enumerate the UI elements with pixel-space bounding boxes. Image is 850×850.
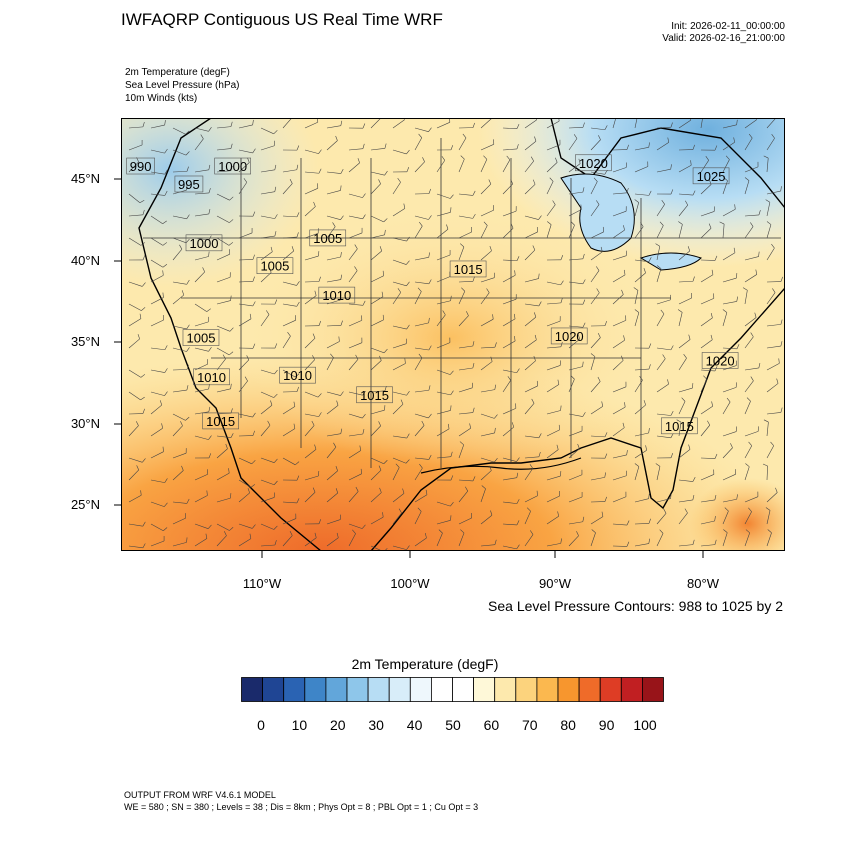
colorbar-tick-label: 10 [291, 717, 308, 733]
svg-text:1000: 1000 [190, 236, 219, 251]
pressure-label: 1005 [256, 257, 294, 274]
svg-text:990: 990 [130, 159, 152, 174]
svg-text:1005: 1005 [313, 231, 342, 246]
colorbar-tick-label: 20 [330, 717, 346, 733]
svg-text:1010: 1010 [283, 368, 312, 383]
lat-tick-45n: 45°N [70, 171, 100, 186]
pressure-label: 1000 [185, 234, 223, 252]
svg-text:1020: 1020 [579, 156, 608, 171]
pressure-label: 1020 [701, 352, 739, 369]
state-borders [143, 138, 781, 468]
lat-tick-25n: 25°N [70, 497, 100, 512]
svg-text:1015: 1015 [454, 262, 483, 277]
svg-text:1015: 1015 [665, 419, 694, 434]
colorbar-swatch [409, 677, 432, 702]
colorbar-swatch [346, 677, 369, 702]
colorbar-swatch [241, 677, 264, 702]
colorbar-swatch [536, 677, 559, 702]
colorbar-title: 2m Temperature (degF) [351, 656, 499, 672]
chart-title: IWFAQRP Contiguous US Real Time WRF [121, 10, 443, 29]
colorbar-swatch [620, 677, 643, 702]
lon-tick-100w: 100°W [390, 576, 430, 591]
svg-text:1015: 1015 [360, 388, 389, 403]
colorbar-tick-label: 50 [445, 717, 461, 733]
svg-text:1010: 1010 [322, 288, 351, 303]
cold-field-northwest [121, 118, 451, 378]
lon-tick-110w: 110°W [242, 576, 282, 591]
svg-text:1000: 1000 [218, 159, 247, 174]
field-label-pressure: Sea Level Pressure (hPa) [125, 80, 240, 91]
field-label-temperature: 2m Temperature (degF) [125, 67, 230, 78]
svg-text:995: 995 [178, 177, 200, 192]
pressure-label: 1010 [318, 286, 356, 304]
lat-tick-30n: 30°N [70, 416, 100, 431]
colorbar-swatch [325, 677, 348, 702]
warm-field-florida [551, 368, 785, 551]
colorbar-tick-label: 60 [483, 717, 500, 733]
lat-tick-40n: 40°N [70, 253, 100, 268]
colorbar-tick-label: 100 [633, 717, 657, 733]
svg-text:1020: 1020 [555, 329, 584, 344]
pressure-label: 1000 [214, 157, 251, 175]
colorbar [241, 677, 664, 702]
contour-info: Sea Level Pressure Contours: 988 to 1025… [488, 598, 783, 614]
svg-text:1010: 1010 [197, 370, 226, 385]
lon-tick-marks [261, 551, 704, 558]
colorbar-tick-label: 30 [368, 717, 384, 733]
pressure-label: 1005 [309, 229, 347, 247]
colorbar-swatch [473, 677, 496, 702]
svg-text:1020: 1020 [706, 353, 735, 368]
pressure-label: 1015 [202, 412, 239, 430]
colorbar-swatch [304, 677, 327, 702]
colorbar-tick-label: 80 [560, 717, 576, 733]
field-label-winds: 10m Winds (kts) [125, 93, 198, 104]
svg-text:1005: 1005 [260, 259, 289, 274]
footer-config: WE = 580 ; SN = 380 ; Levels = 38 ; Dis … [124, 802, 479, 812]
weather-map: 990 995 1000 1000 1005 1005 1010 1005 1010 1010 10… [121, 118, 785, 551]
footer-model: OUTPUT FROM WRF V4.6.1 MODEL [124, 790, 276, 800]
svg-text:1015: 1015 [206, 414, 235, 429]
pressure-label: 1015 [449, 260, 487, 278]
pressure-label: 1015 [661, 417, 698, 435]
pressure-label: 995 [174, 175, 204, 193]
colorbar-swatch [515, 677, 538, 702]
colorbar-tick-label: 90 [598, 717, 615, 733]
colorbar-tick-label: 40 [406, 717, 423, 733]
pressure-label: 1015 [356, 386, 393, 404]
lon-tick-80w: 80°W [687, 576, 719, 591]
land-outline [138, 118, 785, 551]
pressure-label: 1025 [692, 167, 730, 185]
colorbar-tick-label: 70 [522, 717, 538, 733]
pressure-label: 1010 [279, 366, 316, 384]
svg-text:1025: 1025 [697, 169, 726, 184]
init-time: Init: 2026-02-11_00:00:00 [671, 21, 785, 32]
colorbar-swatch [578, 677, 601, 702]
wind-barbs [128, 118, 783, 551]
colorbar-tick-label: 0 [257, 717, 265, 733]
colorbar-swatch [430, 677, 453, 702]
pressure-label: 1005 [182, 329, 220, 346]
colorbar-swatch [367, 677, 390, 702]
colorbar-swatch [452, 677, 475, 702]
colorbar-swatch [494, 677, 517, 702]
colorbar-swatch [599, 677, 622, 702]
gulf-coast [420, 457, 582, 474]
colorbar-swatch [557, 677, 580, 702]
pressure-label: 1020 [575, 154, 612, 172]
lat-tick-35n: 35°N [70, 334, 100, 349]
colorbar-swatch [388, 677, 411, 702]
lake-erie [639, 252, 702, 271]
colorbar-swatch [262, 677, 285, 702]
map-frame [121, 118, 785, 551]
colorbar-swatch [641, 677, 664, 702]
lon-tick-90w: 90°W [539, 576, 571, 591]
lat-tick-marks [114, 178, 121, 506]
pressure-label: 990 [126, 157, 155, 175]
pressure-label: 1020 [550, 327, 588, 345]
pressure-label: 1010 [193, 368, 230, 386]
colorbar-swatch [283, 677, 306, 702]
svg-text:1005: 1005 [187, 331, 216, 346]
valid-time: Valid: 2026-02-16_21:00:00 [662, 33, 785, 44]
